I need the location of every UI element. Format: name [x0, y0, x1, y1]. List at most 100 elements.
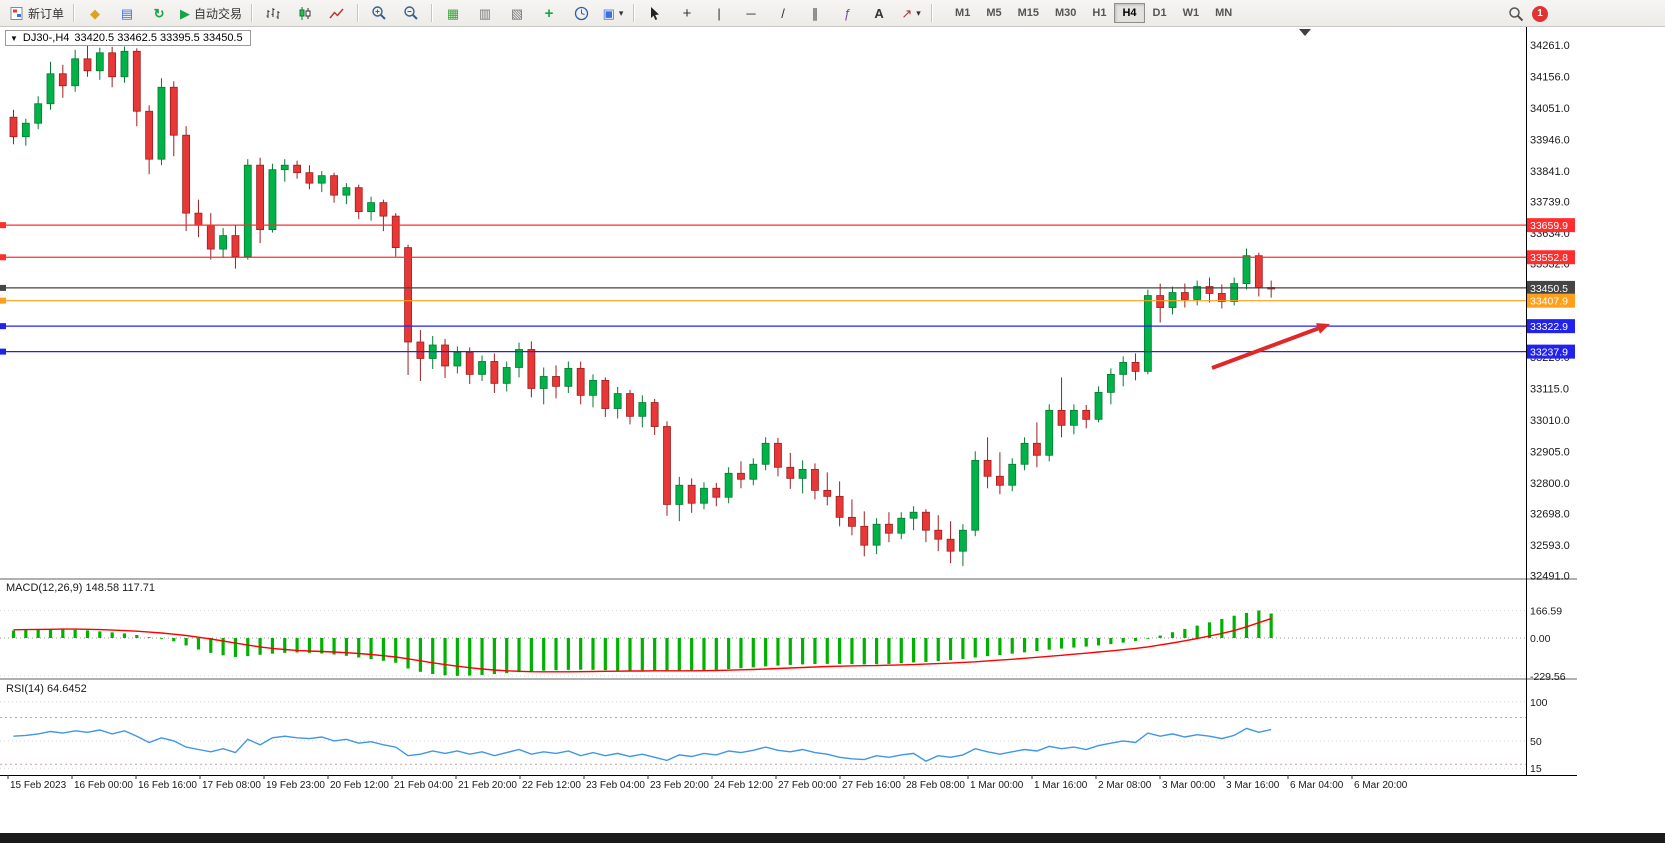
timeframe-mn[interactable]: MN — [1215, 7, 1233, 19]
svg-text:3 Mar 00:00: 3 Mar 00:00 — [1162, 780, 1216, 791]
chart-canvas[interactable]: 34261.0 34156.0 34051.0 33946.0 33841.0 33739… — [0, 27, 1665, 843]
svg-text:33946.0: 33946.0 — [1530, 134, 1570, 146]
toolbar-separator — [251, 4, 254, 22]
price-badge-33552.8 — [1527, 250, 1575, 265]
period-button[interactable] — [565, 1, 597, 25]
fibonacci-icon: ƒ — [843, 5, 851, 21]
panel-frame — [0, 27, 1577, 776]
arrange-windows-button[interactable]: ▧ — [501, 1, 533, 25]
svg-text:22 Feb 12:00: 22 Feb 12:00 — [522, 780, 581, 791]
price-axis-labels[interactable]: 34261.0 34156.0 34051.0 33946.0 33841.0 33739… — [1530, 40, 1570, 582]
vertical-line-tool-button[interactable]: | — [703, 1, 735, 25]
channel-tool-button[interactable]: ∥ — [799, 1, 831, 25]
svg-text:32593.0: 32593.0 — [1530, 540, 1570, 552]
svg-text:1 Mar 00:00: 1 Mar 00:00 — [970, 780, 1024, 791]
timeframe-m30[interactable]: M30 — [1055, 7, 1077, 19]
autotrading-label: 自动交易 — [194, 6, 243, 21]
svg-text:33115.0: 33115.0 — [1530, 383, 1569, 395]
svg-text:34261.0: 34261.0 — [1530, 40, 1570, 52]
svg-text:15 Feb 2023: 15 Feb 2023 — [10, 780, 67, 791]
chevron-down-icon: ▾ — [916, 7, 921, 18]
arrange-windows-icon: ▧ — [510, 5, 524, 21]
chart-window-icon: ▤ — [120, 5, 134, 21]
svg-text:28 Feb 08:00: 28 Feb 08:00 — [906, 780, 965, 791]
line-chart-mode-button[interactable] — [321, 1, 353, 25]
timeframe-d1[interactable]: D1 — [1152, 7, 1167, 19]
timeframe-m1[interactable]: M1 — [955, 7, 971, 19]
zoom-in-button[interactable] — [363, 1, 395, 25]
vertical-line-icon: | — [717, 5, 721, 21]
chart-shot-button[interactable]: ▣ ▾ — [597, 1, 629, 25]
timeframe-h1[interactable]: H1 — [1092, 7, 1107, 19]
cursor-icon — [651, 6, 660, 20]
timeframe-m15[interactable]: M15 — [1017, 7, 1039, 19]
svg-text:19 Feb 23:00: 19 Feb 23:00 — [266, 780, 325, 791]
cursor-tool-button[interactable] — [639, 1, 671, 25]
horizontal-line-tool-button[interactable]: ─ — [735, 1, 767, 25]
chart-shot-icon: ▣ — [602, 5, 615, 21]
notification-badge[interactable]: 1 — [1532, 5, 1548, 22]
shift-marker — [1299, 29, 1311, 36]
timeframe-w1[interactable]: W1 — [1182, 7, 1200, 19]
price-badge-33659.9 — [1527, 218, 1575, 233]
svg-text:16 Feb 00:00: 16 Feb 00:00 — [74, 780, 133, 791]
timeframe-m5[interactable]: M5 — [986, 7, 1002, 19]
svg-text:27 Feb 00:00: 27 Feb 00:00 — [778, 780, 837, 791]
refresh-button[interactable]: ↻ — [143, 1, 175, 25]
svg-text:33552.8: 33552.8 — [1530, 252, 1568, 264]
bar-chart-mode-button[interactable] — [257, 1, 289, 25]
trend-arrow[interactable] — [1211, 323, 1330, 370]
svg-text:33237.9: 33237.9 — [1530, 347, 1568, 359]
text-tool-button[interactable]: A — [863, 1, 895, 25]
svg-text:15: 15 — [1530, 763, 1542, 775]
macd-panel: 166.59 0.00 -229.56 — [0, 606, 1566, 683]
svg-text:21 Feb 04:00: 21 Feb 04:00 — [394, 780, 453, 791]
svg-text:6 Mar 04:00: 6 Mar 04:00 — [1290, 780, 1344, 791]
svg-text:23 Feb 20:00: 23 Feb 20:00 — [650, 780, 709, 791]
zoom-out-button[interactable] — [395, 1, 427, 25]
svg-text:33739.0: 33739.0 — [1530, 196, 1570, 208]
chart-info-box[interactable]: ▼ DJ30-,H4 33420.5 33462.5 33395.5 33450… — [5, 30, 251, 46]
autotrading-button[interactable]: ▶ 自动交易 — [175, 1, 247, 25]
svg-text:32491.0: 32491.0 — [1530, 570, 1570, 582]
svg-text:17 Feb 08:00: 17 Feb 08:00 — [202, 780, 261, 791]
profiles-button[interactable]: ◆ — [79, 1, 111, 25]
svg-text:50: 50 — [1530, 736, 1542, 748]
tile-windows-button[interactable]: ▦ — [437, 1, 469, 25]
bar-chart-icon — [266, 7, 280, 19]
arrow-tool-button[interactable]: ↗ ▾ — [895, 1, 927, 25]
svg-text:33322.9: 33322.9 — [1530, 321, 1568, 333]
svg-text:24 Feb 12:00: 24 Feb 12:00 — [714, 780, 773, 791]
indicators-plus-icon: + — [544, 4, 554, 22]
fibonacci-tool-button[interactable]: ƒ — [831, 1, 863, 25]
macd-signal-line — [13, 617, 1272, 673]
macd-histogram — [11, 610, 1273, 676]
crosshair-tool-button[interactable]: + — [671, 1, 703, 25]
toolbar-right-icons: 1 — [1508, 0, 1548, 27]
svg-text:27 Feb 16:00: 27 Feb 16:00 — [842, 780, 901, 791]
svg-text:32698.0: 32698.0 — [1530, 508, 1570, 520]
cascade-windows-button[interactable]: ▥ — [469, 1, 501, 25]
svg-text:34156.0: 34156.0 — [1530, 71, 1570, 83]
toolbar-separator — [73, 4, 76, 22]
indicators-button[interactable]: + — [533, 1, 565, 25]
svg-text:3 Mar 16:00: 3 Mar 16:00 — [1226, 780, 1280, 791]
search-icon[interactable] — [1508, 6, 1524, 22]
collapse-triangle-icon[interactable]: ▼ — [10, 33, 18, 43]
timeframe-h4[interactable]: H4 — [1114, 3, 1145, 23]
svg-text:34051.0: 34051.0 — [1530, 103, 1570, 115]
timeline-labels[interactable]: 15 Feb 2023 16 Feb 00:00 16 Feb 16:00 17 Fe… — [7, 775, 1408, 791]
channel-icon: ∥ — [811, 5, 819, 21]
new-order-button[interactable]: 新订单 — [4, 1, 69, 25]
candlestick-mode-button[interactable] — [289, 1, 321, 25]
svg-text:2 Mar 08:00: 2 Mar 08:00 — [1098, 780, 1152, 791]
svg-text:33010.0: 33010.0 — [1530, 415, 1570, 427]
toolbar-separator — [357, 4, 360, 22]
text-tool-icon: A — [874, 5, 884, 21]
rsi-line — [13, 727, 1272, 762]
svg-text:33407.9: 33407.9 — [1530, 296, 1568, 308]
new-chart-button[interactable]: ▤ — [111, 1, 143, 25]
trendline-tool-button[interactable]: / — [767, 1, 799, 25]
timeframe-group: M1 M5 M15 M30 H1 H4 D1 W1 MN — [947, 3, 1240, 23]
price-badge-33237.9 — [1527, 344, 1575, 359]
